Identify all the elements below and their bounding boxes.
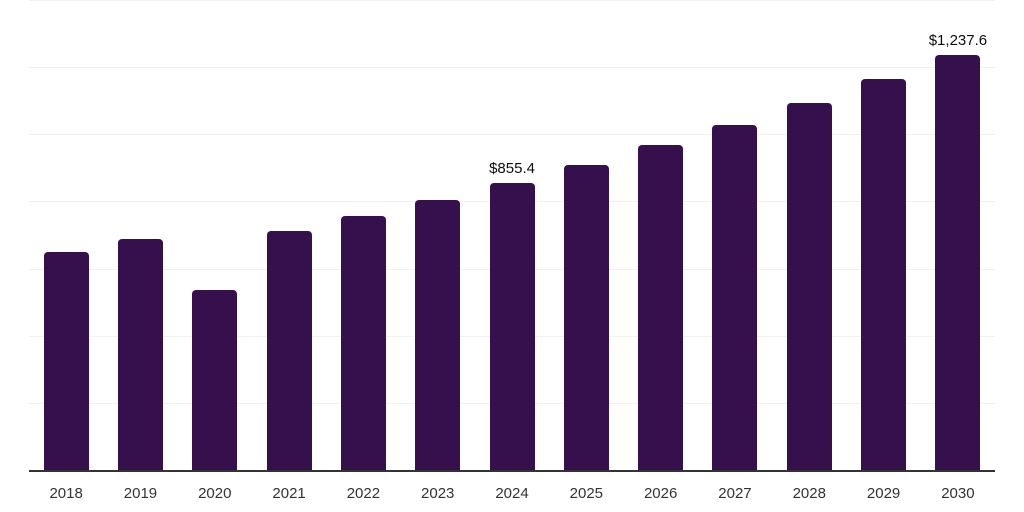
bar-2023[interactable] [415, 199, 461, 470]
bar-2027[interactable] [712, 124, 758, 470]
x-tick-label-2022: 2022 [346, 485, 381, 502]
bar-slot-2026 [624, 0, 698, 470]
x-tick-label-2026: 2026 [643, 485, 678, 502]
bar-slot-2021 [252, 0, 326, 470]
bar-2020[interactable] [192, 289, 238, 470]
x-tick-label-2025: 2025 [569, 485, 604, 502]
bar-2028[interactable] [786, 102, 832, 470]
bar-2018[interactable] [43, 252, 89, 470]
bar-slot-2029 [846, 0, 920, 470]
x-tick-label-2023: 2023 [421, 485, 455, 502]
bars-layer: $855.4 $1,237.6 [29, 0, 995, 470]
x-tick-label-2028: 2028 [792, 485, 826, 502]
bar-2021[interactable] [266, 230, 312, 470]
bar-2025[interactable] [563, 164, 609, 470]
value-label-2024: $855.4 [489, 159, 535, 177]
bar-slot-2025 [549, 0, 623, 470]
bar-slot-2022 [326, 0, 400, 470]
x-tick-label-2030: 2030 [941, 485, 975, 502]
bar-2030[interactable] [935, 54, 981, 470]
bar-slot-2028 [772, 0, 846, 470]
bar-2022[interactable] [340, 215, 386, 470]
bar-slot-2027 [698, 0, 772, 470]
x-axis-labels: 2018 2019 2020 2021 2022 2023 2024 2025 2026 2027… [29, 472, 995, 502]
x-tick-label-2018: 2018 [49, 485, 83, 502]
gridline [29, 134, 995, 136]
bar-2024[interactable] [489, 182, 535, 470]
value-label-2030: $1,237.6 [928, 31, 988, 49]
bar-slot-2019 [103, 0, 177, 470]
x-tick-label-2021: 2021 [272, 485, 306, 502]
x-tick-label-2029: 2029 [866, 485, 901, 502]
gridline [29, 0, 995, 1]
x-tick-label-2027: 2027 [718, 485, 752, 502]
bar-slot-2023 [401, 0, 475, 470]
bar-slot-2030: $1,237.6 [921, 0, 995, 470]
bar-2026[interactable] [638, 145, 684, 470]
gridline [29, 67, 995, 69]
bar-slot-2020 [178, 0, 252, 470]
bar-slot-2024: $855.4 [475, 0, 549, 470]
bar-2029[interactable] [861, 79, 907, 470]
bar-2019[interactable] [117, 238, 163, 470]
x-tick-label-2019: 2019 [123, 485, 158, 502]
x-axis-line [29, 470, 995, 472]
x-tick-label-2020: 2020 [198, 485, 232, 502]
plot-area: $855.4 $1,237.6 2018 2019 2020 2021 2022 2023 2… [29, 0, 995, 512]
bar-slot-2018 [29, 0, 103, 470]
x-tick-label-2024: 2024 [495, 485, 529, 502]
